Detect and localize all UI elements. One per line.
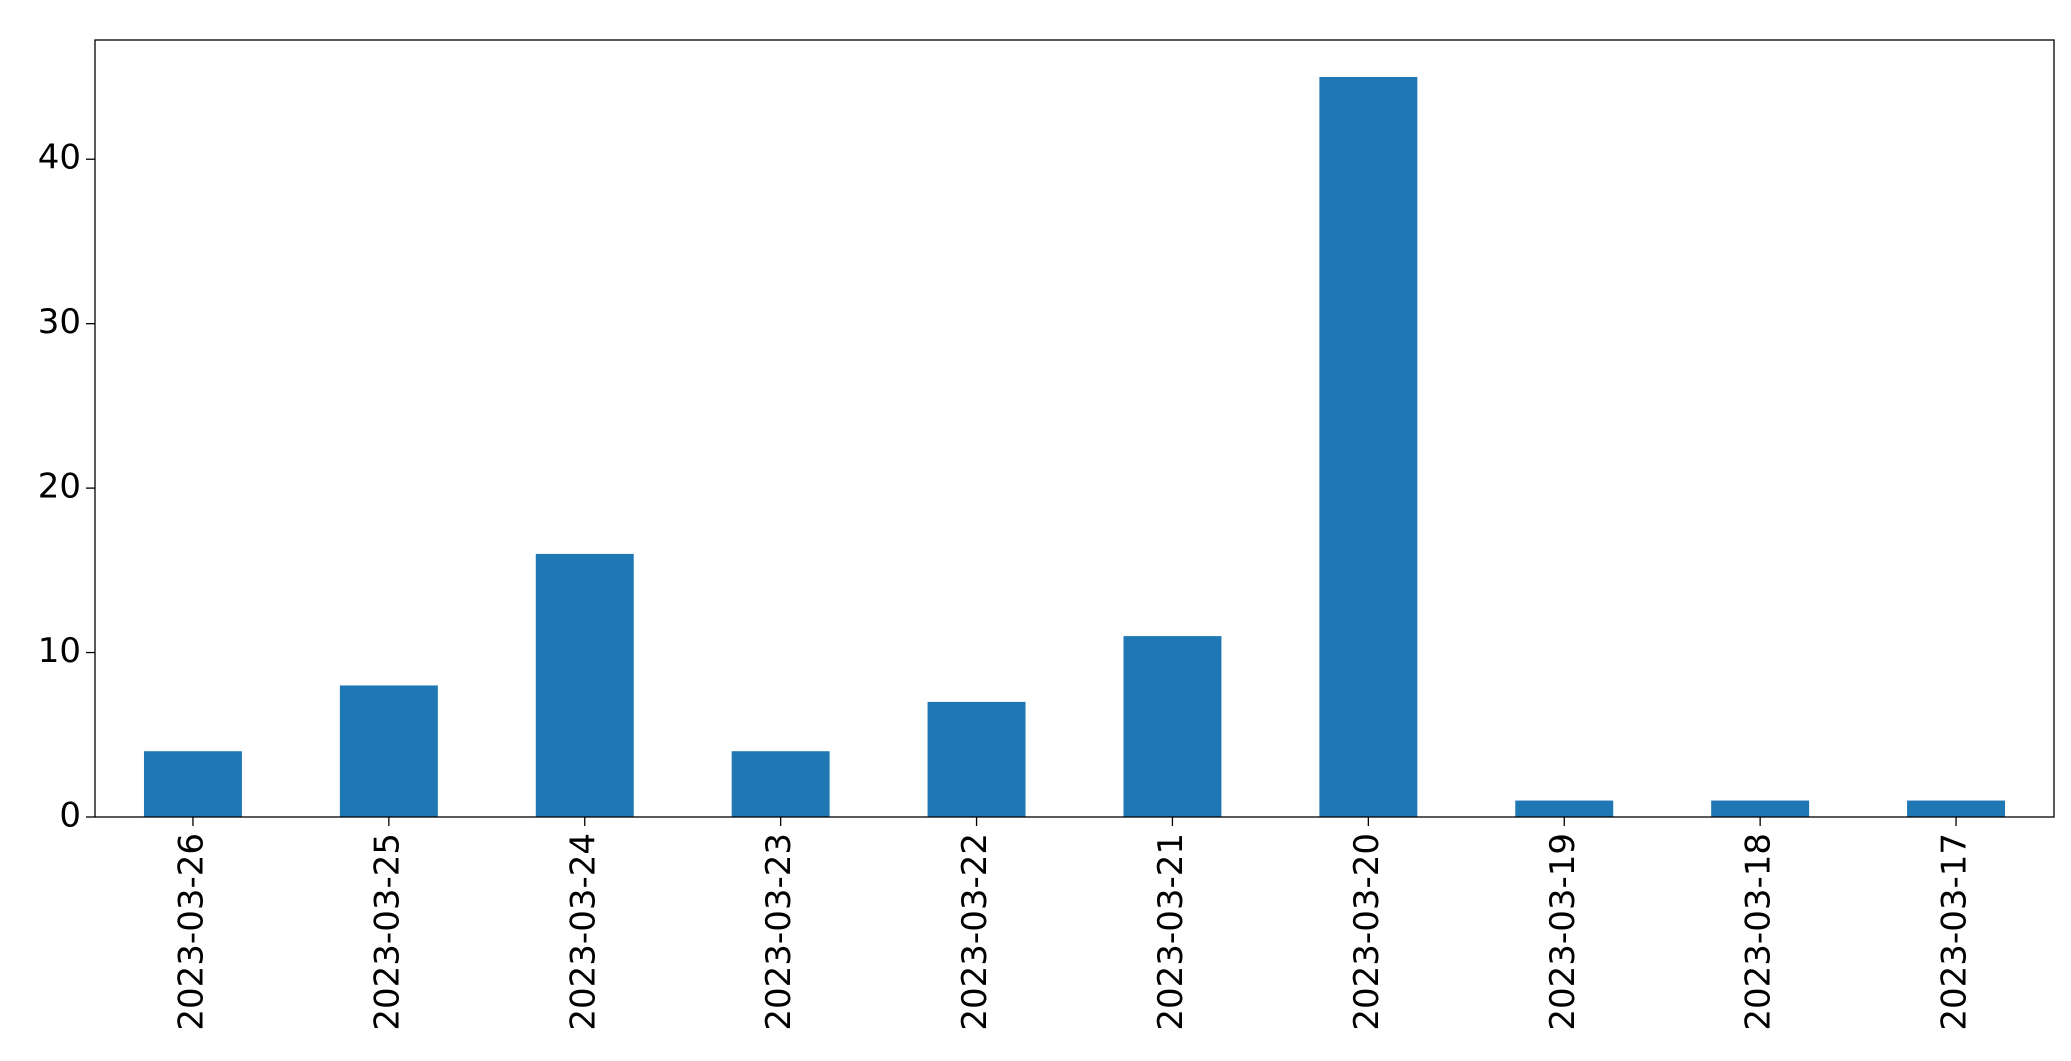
bar (1907, 800, 2006, 817)
x-tick-label: 2023-03-21 (1151, 833, 1191, 1031)
x-tick-label: 2023-03-23 (759, 833, 799, 1031)
bar (1319, 77, 1418, 817)
y-tick-label: 0 (59, 796, 81, 836)
x-tick-label: 2023-03-25 (367, 833, 407, 1031)
y-tick-label: 30 (38, 302, 81, 342)
bar (1711, 800, 1810, 817)
y-tick-label: 10 (38, 631, 81, 671)
plot-frame (94, 39, 2055, 818)
x-tick-label: 2023-03-26 (171, 833, 211, 1031)
bar (731, 751, 830, 817)
bar (339, 685, 438, 817)
y-tick-label: 40 (38, 138, 81, 178)
x-tick-label: 2023-03-17 (1935, 833, 1975, 1031)
x-tick-label: 2023-03-18 (1739, 833, 1779, 1031)
x-tick-label: 2023-03-20 (1347, 833, 1387, 1031)
bar (535, 553, 634, 817)
bar (143, 751, 242, 817)
y-tick-label: 20 (38, 467, 81, 507)
x-tick-label: 2023-03-22 (955, 833, 995, 1031)
bar (1123, 636, 1222, 817)
x-tick-label: 2023-03-24 (563, 833, 603, 1031)
bar (927, 701, 1026, 817)
x-tick-label: 2023-03-19 (1543, 833, 1583, 1031)
bar (1515, 800, 1614, 817)
